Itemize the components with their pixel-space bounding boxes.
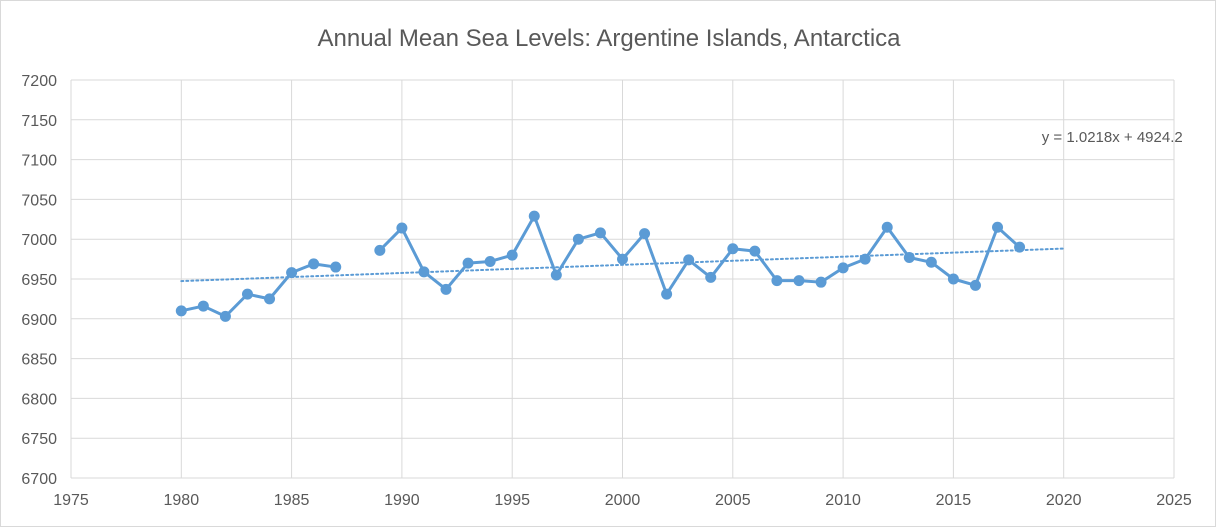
data-point — [925, 256, 937, 268]
data-point — [837, 262, 849, 274]
data-point — [264, 293, 276, 305]
data-point — [528, 210, 540, 222]
y-tick-label: 6850 — [21, 352, 57, 369]
data-point — [683, 254, 695, 266]
data-point — [572, 233, 584, 245]
data-point — [903, 252, 915, 264]
data-point — [440, 283, 452, 295]
x-tick-label: 1985 — [274, 492, 310, 509]
y-tick-label: 7050 — [21, 192, 57, 209]
y-tick-label: 6800 — [21, 391, 57, 408]
data-point — [594, 227, 606, 239]
data-point — [308, 258, 320, 270]
y-tick-label: 7150 — [21, 113, 57, 130]
series — [175, 210, 1026, 322]
data-point — [396, 222, 408, 234]
x-tick-label: 2020 — [1046, 492, 1082, 509]
y-tick-label: 6950 — [21, 272, 57, 289]
data-point — [727, 243, 739, 255]
data-point — [771, 275, 783, 287]
y-tick-label: 6900 — [21, 312, 57, 329]
data-point — [617, 253, 628, 265]
data-point — [330, 261, 342, 273]
data-point — [639, 228, 651, 240]
data-point — [462, 257, 474, 269]
x-tick-label: 1990 — [384, 492, 420, 509]
data-point — [241, 288, 253, 300]
data-point — [484, 255, 496, 267]
data-point — [506, 249, 518, 261]
data-point — [859, 253, 871, 265]
x-tick-label: 2000 — [605, 492, 641, 509]
data-point — [947, 273, 959, 285]
data-point — [1014, 241, 1026, 253]
y-tick-label: 7200 — [21, 73, 57, 90]
x-tick-label: 2025 — [1156, 492, 1192, 509]
data-point — [992, 221, 1004, 233]
data-point — [175, 305, 187, 317]
data-point — [705, 271, 717, 283]
trendline-equation: y = 1.0218x + 4924.2 — [1042, 129, 1183, 146]
data-point — [815, 276, 827, 288]
y-tick-label: 6750 — [21, 431, 57, 448]
x-tick-label: 2005 — [715, 492, 751, 509]
data-point — [286, 267, 298, 279]
x-tick-label: 1980 — [164, 492, 200, 509]
chart-title: Annual Mean Sea Levels: Argentine Island… — [317, 25, 901, 52]
data-point — [219, 310, 231, 322]
data-point — [661, 288, 673, 300]
series-line — [378, 214, 1021, 296]
x-tick-label: 2015 — [936, 492, 972, 509]
data-point — [550, 269, 562, 281]
y-tick-label: 7100 — [21, 153, 57, 170]
data-point — [374, 244, 386, 256]
grid — [70, 79, 1175, 479]
data-point — [418, 266, 430, 278]
data-point — [793, 275, 805, 287]
trendline-line — [180, 247, 1065, 283]
data-point — [197, 300, 209, 312]
axes: 6700 6750 6800 6850 6900 6950 7000 7050 7100 7150… — [21, 73, 1191, 509]
x-tick-label: 2010 — [825, 492, 861, 509]
data-point — [969, 279, 981, 291]
trendline — [180, 247, 1065, 283]
x-tick-label: 1995 — [494, 492, 530, 509]
data-point — [749, 245, 761, 257]
y-tick-label: 6700 — [21, 471, 57, 488]
x-tick-label: 1975 — [53, 492, 89, 509]
data-point — [881, 221, 893, 233]
y-tick-label: 7000 — [21, 232, 57, 249]
